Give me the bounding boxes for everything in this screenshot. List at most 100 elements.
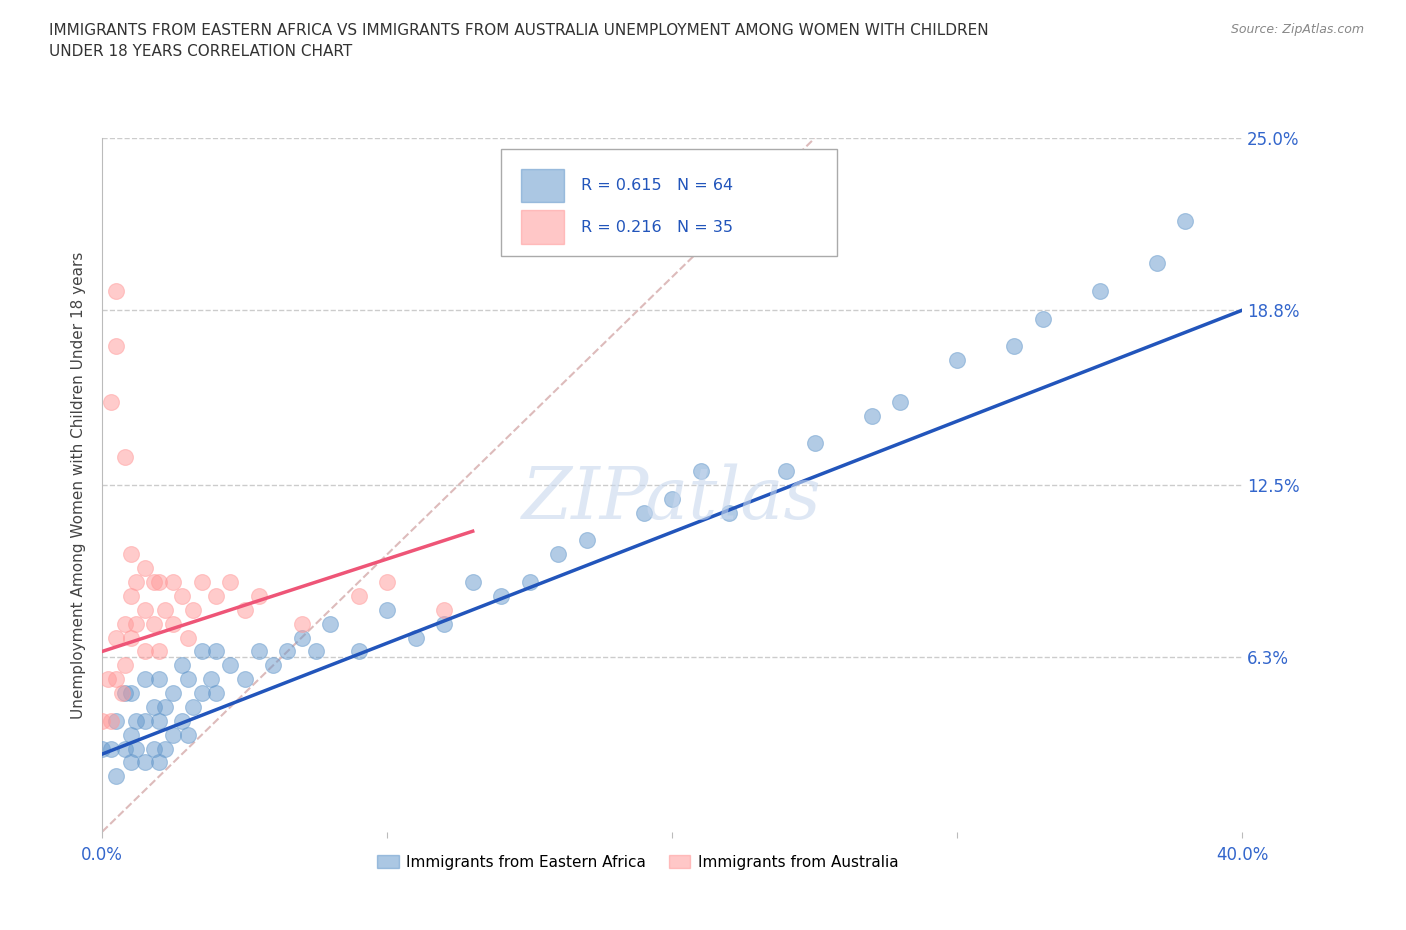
Point [134, 603, 156, 618]
Text: R = 0.216   N = 35: R = 0.216 N = 35 [581, 219, 733, 234]
Point [375, 575, 398, 590]
Point [219, 575, 242, 590]
Point [120, 547, 142, 562]
Point [170, 658, 193, 672]
Point [375, 603, 398, 618]
Point [200, 671, 222, 686]
Point [120, 755, 142, 770]
Point [489, 589, 512, 604]
Point [142, 741, 165, 756]
Point [114, 617, 136, 631]
Point [405, 631, 427, 645]
Point [91, 741, 114, 756]
Point [148, 671, 170, 686]
Point [860, 408, 883, 423]
Point [125, 713, 148, 728]
Point [461, 575, 484, 590]
Point [262, 658, 284, 672]
Point [153, 741, 176, 756]
Point [134, 561, 156, 576]
Point [519, 575, 541, 590]
Point [134, 671, 156, 686]
Point [100, 713, 122, 728]
Point [120, 589, 142, 604]
Point [276, 644, 298, 658]
Point [775, 464, 797, 479]
Point [153, 699, 176, 714]
Point [114, 658, 136, 672]
Point [148, 575, 170, 590]
FancyBboxPatch shape [520, 168, 564, 202]
Text: IMMIGRANTS FROM EASTERN AFRICA VS IMMIGRANTS FROM AUSTRALIA UNEMPLOYMENT AMONG W: IMMIGRANTS FROM EASTERN AFRICA VS IMMIGR… [49, 23, 988, 60]
Point [205, 685, 228, 700]
Point [114, 685, 136, 700]
Point [661, 491, 683, 506]
Point [183, 699, 205, 714]
Point [111, 685, 134, 700]
Text: R = 0.615   N = 64: R = 0.615 N = 64 [581, 178, 733, 193]
Point [219, 658, 242, 672]
Point [177, 671, 200, 686]
Point [319, 617, 342, 631]
Point [291, 617, 314, 631]
Point [162, 617, 184, 631]
Point [120, 685, 142, 700]
Point [105, 339, 128, 353]
Point [120, 631, 142, 645]
Text: Source: ZipAtlas.com: Source: ZipAtlas.com [1230, 23, 1364, 36]
Point [718, 505, 741, 520]
Point [205, 589, 228, 604]
Point [148, 644, 170, 658]
Point [162, 685, 184, 700]
Point [142, 575, 165, 590]
Point [105, 671, 128, 686]
Point [148, 755, 170, 770]
Point [162, 727, 184, 742]
Point [177, 727, 200, 742]
Point [1088, 284, 1111, 299]
Point [125, 741, 148, 756]
Point [889, 394, 911, 409]
Point [162, 575, 184, 590]
Point [247, 644, 270, 658]
Point [114, 450, 136, 465]
Point [433, 617, 456, 631]
Point [97, 671, 120, 686]
Point [233, 671, 256, 686]
Point [183, 603, 205, 618]
Point [305, 644, 328, 658]
Point [205, 644, 228, 658]
Point [247, 589, 270, 604]
Point [1032, 312, 1054, 326]
Point [347, 644, 370, 658]
Point [347, 589, 370, 604]
Point [125, 617, 148, 631]
Point [134, 644, 156, 658]
Point [170, 713, 193, 728]
Point [125, 575, 148, 590]
Point [1146, 256, 1168, 271]
Point [105, 713, 128, 728]
Point [91, 713, 114, 728]
Point [803, 436, 825, 451]
Point [134, 713, 156, 728]
FancyBboxPatch shape [501, 149, 838, 256]
Point [1002, 339, 1025, 353]
Point [105, 284, 128, 299]
Point [689, 464, 711, 479]
Point [148, 713, 170, 728]
Point [100, 394, 122, 409]
Point [142, 699, 165, 714]
Point [134, 755, 156, 770]
Point [170, 589, 193, 604]
Y-axis label: Unemployment Among Women with Children Under 18 years: Unemployment Among Women with Children U… [72, 251, 86, 719]
Point [946, 352, 969, 367]
Legend: Immigrants from Eastern Africa, Immigrants from Australia: Immigrants from Eastern Africa, Immigran… [371, 849, 905, 876]
Point [114, 741, 136, 756]
Point [142, 617, 165, 631]
FancyBboxPatch shape [520, 210, 564, 244]
Text: ZIPatlas: ZIPatlas [523, 463, 823, 534]
Point [153, 603, 176, 618]
Point [120, 727, 142, 742]
Point [105, 769, 128, 784]
